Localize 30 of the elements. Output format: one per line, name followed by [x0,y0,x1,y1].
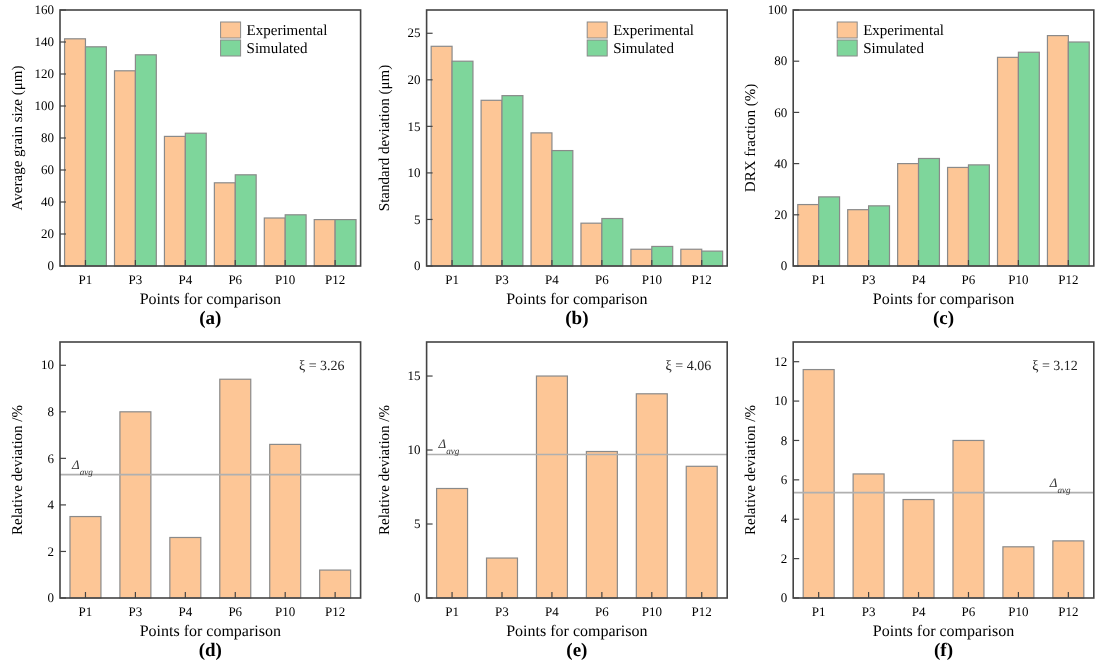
bar [585,450,618,599]
x-axis-title: Points for comparison [139,290,281,308]
x-axis-title: Points for comparison [872,622,1015,640]
bar [219,378,252,599]
x-axis-title: Points for comparison [872,290,1015,308]
bar [485,557,519,599]
text: (a) [199,310,222,330]
x-axis-title: Points for comparison [506,622,648,640]
bar [685,465,718,599]
bar [902,498,935,599]
x-axis-title: Points for comparison [506,290,648,308]
text: (b) [565,310,589,330]
x-axis-title: Points for comparison [139,622,281,640]
bar [69,515,102,599]
bar [1002,546,1035,599]
text: (d) [198,642,222,662]
text: (c) [932,310,955,330]
bar [269,443,302,599]
bar [535,375,569,599]
bar [435,487,469,599]
bar [852,473,885,599]
bar [1052,540,1085,599]
bar [169,536,202,599]
text: (f) [934,642,953,662]
bar [635,393,668,599]
bar [802,368,835,599]
bar [119,411,152,599]
text: (e) [566,642,588,662]
bar [319,569,352,599]
bar [952,439,985,599]
